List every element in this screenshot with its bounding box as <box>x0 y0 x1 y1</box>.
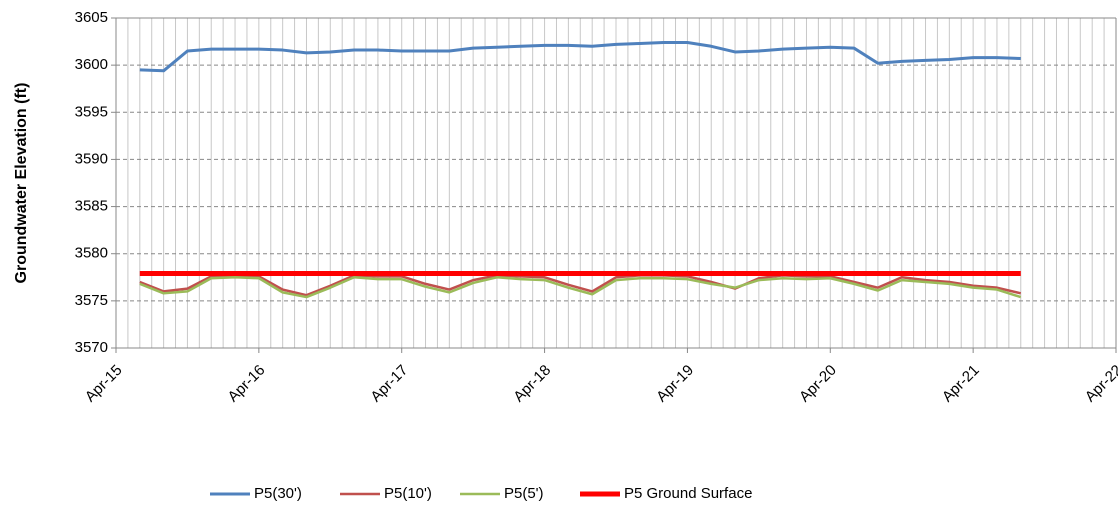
series-line <box>139 41 1021 73</box>
y-tick-label: 3575 <box>75 292 108 309</box>
y-axis-label: Groundwater Elevation (ft) <box>13 83 30 284</box>
series-line <box>139 276 1022 299</box>
legend-label: P5(30') <box>254 485 302 502</box>
x-tick-label: Apr-17 <box>367 362 411 406</box>
y-tick-label: 3570 <box>75 339 108 356</box>
y-tick-label: 3600 <box>75 56 108 73</box>
y-tick-label: 3605 <box>75 9 108 26</box>
legend-label: P5 Ground Surface <box>624 485 752 502</box>
y-tick-label: 3595 <box>75 103 108 120</box>
x-tick-label: Apr-16 <box>225 362 269 406</box>
x-tick-label: Apr-21 <box>939 362 983 406</box>
y-tick-label: 3590 <box>75 150 108 167</box>
x-tick-label: Apr-20 <box>796 362 840 406</box>
x-tick-label: Apr-18 <box>510 362 554 406</box>
x-tick-label: Apr-15 <box>82 362 126 406</box>
legend-label: P5(10') <box>384 485 432 502</box>
x-tick-label: Apr-22 <box>1082 362 1118 406</box>
x-tick-label: Apr-19 <box>653 362 697 406</box>
y-tick-label: 3585 <box>75 198 108 215</box>
y-tick-label: 3580 <box>75 245 108 262</box>
legend-label: P5(5') <box>504 485 544 502</box>
series-line <box>139 274 1022 297</box>
